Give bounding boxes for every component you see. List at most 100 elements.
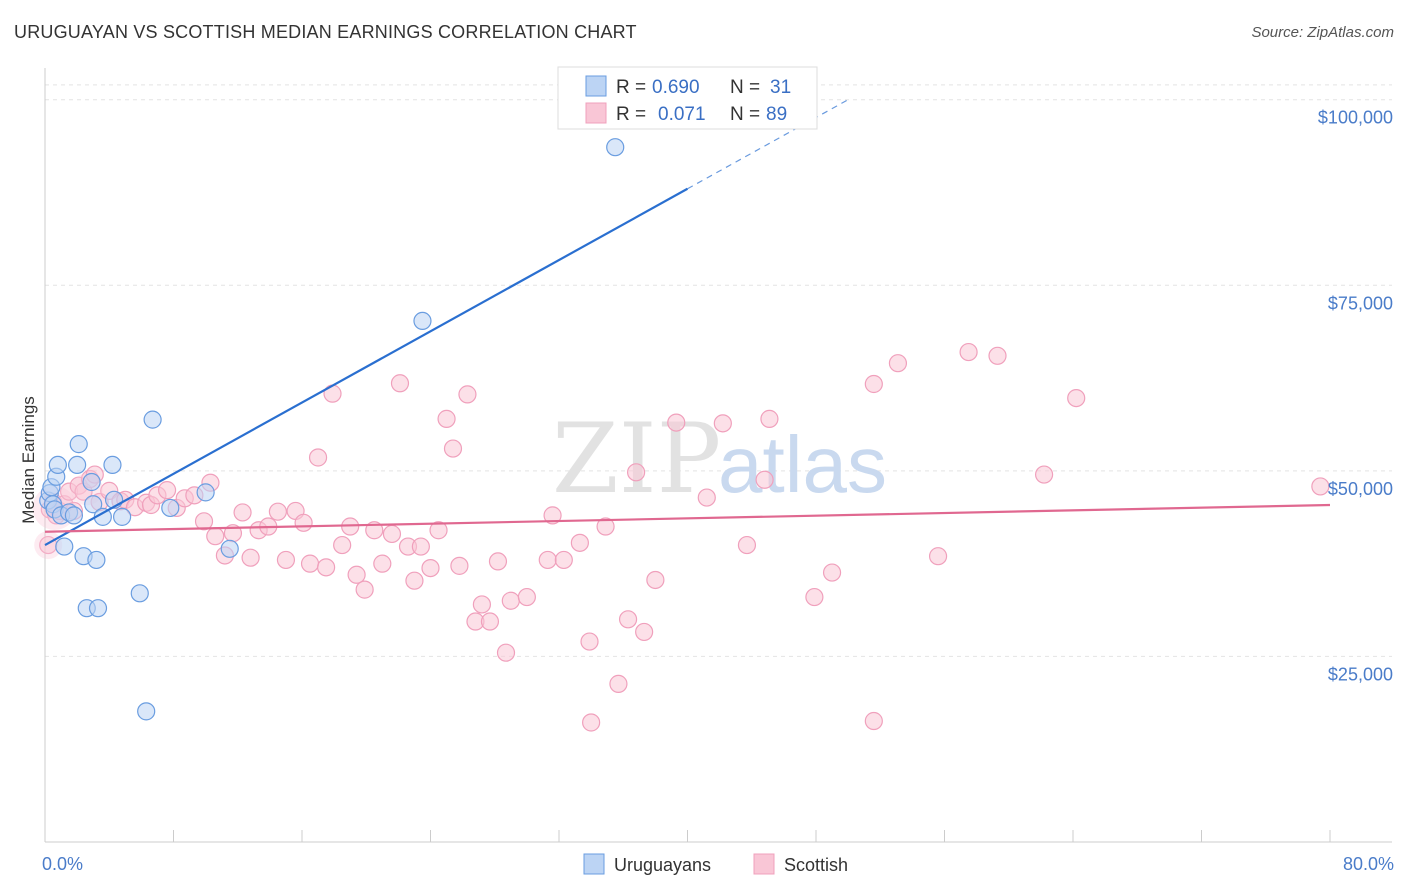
bottom-legend-swatch-scottish	[753, 853, 775, 875]
scottish-point-76	[667, 413, 686, 432]
uruguayan-point-24	[137, 702, 156, 721]
scottish-point-33	[268, 502, 288, 521]
scottish-point-30	[241, 548, 260, 567]
scottish-point-41	[333, 535, 352, 555]
scottish-point-93	[864, 711, 883, 731]
scottish-point-79	[737, 535, 757, 555]
bottom-legend-swatch-uruguayans	[583, 853, 605, 875]
scottish-point-81	[760, 409, 779, 428]
uruguayan-point-18	[88, 599, 108, 618]
scottish-point-68	[570, 533, 589, 552]
scottish-point-86	[928, 547, 948, 566]
scottish-point-70	[596, 517, 615, 536]
legend-n-value-2: 89	[766, 104, 787, 125]
uruguayan-point-22	[112, 507, 132, 526]
scottish-point-74	[635, 622, 654, 642]
scottish-point-82	[805, 587, 824, 607]
series-legend: Uruguayans Scottish	[583, 853, 848, 875]
scottish-point-44	[355, 580, 374, 599]
uruguayan-point-6	[48, 455, 67, 475]
uruguayan-point-25	[143, 410, 162, 429]
legend-r-label-2: R =	[616, 104, 646, 125]
scottish-point-54	[437, 409, 456, 428]
legend-r-label-1: R =	[616, 77, 646, 98]
scottish-point-84	[864, 374, 883, 394]
uruguayan-point-20	[103, 455, 122, 475]
scottish-point-83	[822, 563, 842, 582]
scottish-point-90	[1067, 389, 1086, 408]
uruguayan-point-30	[606, 138, 625, 157]
bottom-legend-uruguayans: Uruguayans	[614, 855, 711, 875]
y-axis-label: Median Earnings	[19, 396, 38, 524]
scottish-point-89	[1034, 465, 1054, 484]
uruguayan-point-16	[84, 495, 103, 514]
scottish-cluster-2	[34, 531, 63, 560]
scottish-point-71	[609, 674, 628, 693]
scottish-point-80	[755, 470, 774, 489]
scottish-point-65	[538, 550, 557, 570]
uruguayan-point-26	[161, 498, 180, 518]
uruguayan-point-8	[55, 537, 74, 556]
gridlines	[45, 84, 1392, 657]
watermark-zip: ZIP	[552, 403, 721, 515]
correlation-legend: R = 0.690 N = 31 R = 0.071 N = 89	[557, 66, 818, 130]
x-tick-label-right: 80.0%	[1343, 854, 1394, 874]
scottish-point-62	[496, 643, 516, 662]
scottish-point-78	[713, 414, 732, 433]
uruguayan-point-27	[196, 483, 215, 502]
axes	[44, 68, 1392, 843]
scottish-point-64	[517, 587, 536, 607]
legend-n-label-1: N =	[730, 77, 760, 98]
scottish-trend-line	[44, 503, 1331, 533]
uruguayan-point-23	[130, 584, 149, 603]
scottish-point-43	[347, 565, 366, 584]
uruguayan-point-11	[68, 455, 87, 475]
watermark: ZIP atlas	[552, 403, 887, 515]
uruguayan-point-15	[82, 472, 101, 492]
scottish-point-72	[618, 610, 638, 629]
y-tick-label-2: $50,000	[1328, 479, 1393, 499]
y-tick-label-1: $75,000	[1328, 293, 1393, 313]
scottish-point-37	[300, 554, 320, 573]
scottish-point-66	[543, 506, 562, 525]
uruguayans-trend-line	[44, 187, 689, 547]
scottish-point-53	[429, 521, 448, 540]
scottish-point-85	[888, 354, 908, 373]
scottish-point-91	[1311, 477, 1330, 496]
chart-title: URUGUAYAN VS SCOTTISH MEDIAN EARNINGS CO…	[14, 22, 637, 42]
scottish-point-88	[988, 346, 1007, 365]
uruguayan-point-12	[69, 435, 88, 454]
scottish-point-56	[450, 556, 469, 575]
legend-swatch-scottish	[585, 102, 607, 124]
scottish-point-20	[157, 481, 177, 500]
scottish-point-52	[421, 558, 440, 578]
scottish-point-24	[194, 512, 214, 531]
legend-n-value-1: 31	[770, 77, 791, 98]
scottish-point-59	[472, 595, 491, 614]
bottom-legend-scottish: Scottish	[784, 855, 848, 875]
uruguayan-point-29	[413, 311, 432, 330]
scottish-point-77	[697, 488, 716, 507]
scottish-point-48	[390, 374, 410, 393]
scottish-point-92	[582, 713, 601, 732]
scottish-point-46	[373, 554, 392, 573]
scottish-point-38	[308, 448, 328, 467]
scottish-point-34	[276, 550, 296, 570]
scottish-point-61	[488, 552, 508, 571]
scottish-point-67	[554, 550, 573, 570]
scottish-point-51	[411, 537, 430, 556]
x-tick-label-left: 0.0%	[42, 854, 83, 874]
scottish-point-29	[233, 503, 252, 522]
uruguayan-point-17	[87, 550, 106, 570]
source-label: Source: ZipAtlas.com	[1251, 24, 1394, 41]
scottish-point-50	[405, 571, 424, 590]
scottish-point-87	[959, 342, 978, 362]
scottish-point-26	[206, 527, 225, 546]
scottish-point-60	[480, 612, 500, 631]
trend-lines	[44, 99, 1331, 547]
uruguayan-point-28	[220, 539, 239, 558]
scottish-point-39	[316, 558, 336, 577]
legend-n-label-2: N =	[730, 104, 760, 125]
uruguayan-point-10	[64, 506, 84, 525]
